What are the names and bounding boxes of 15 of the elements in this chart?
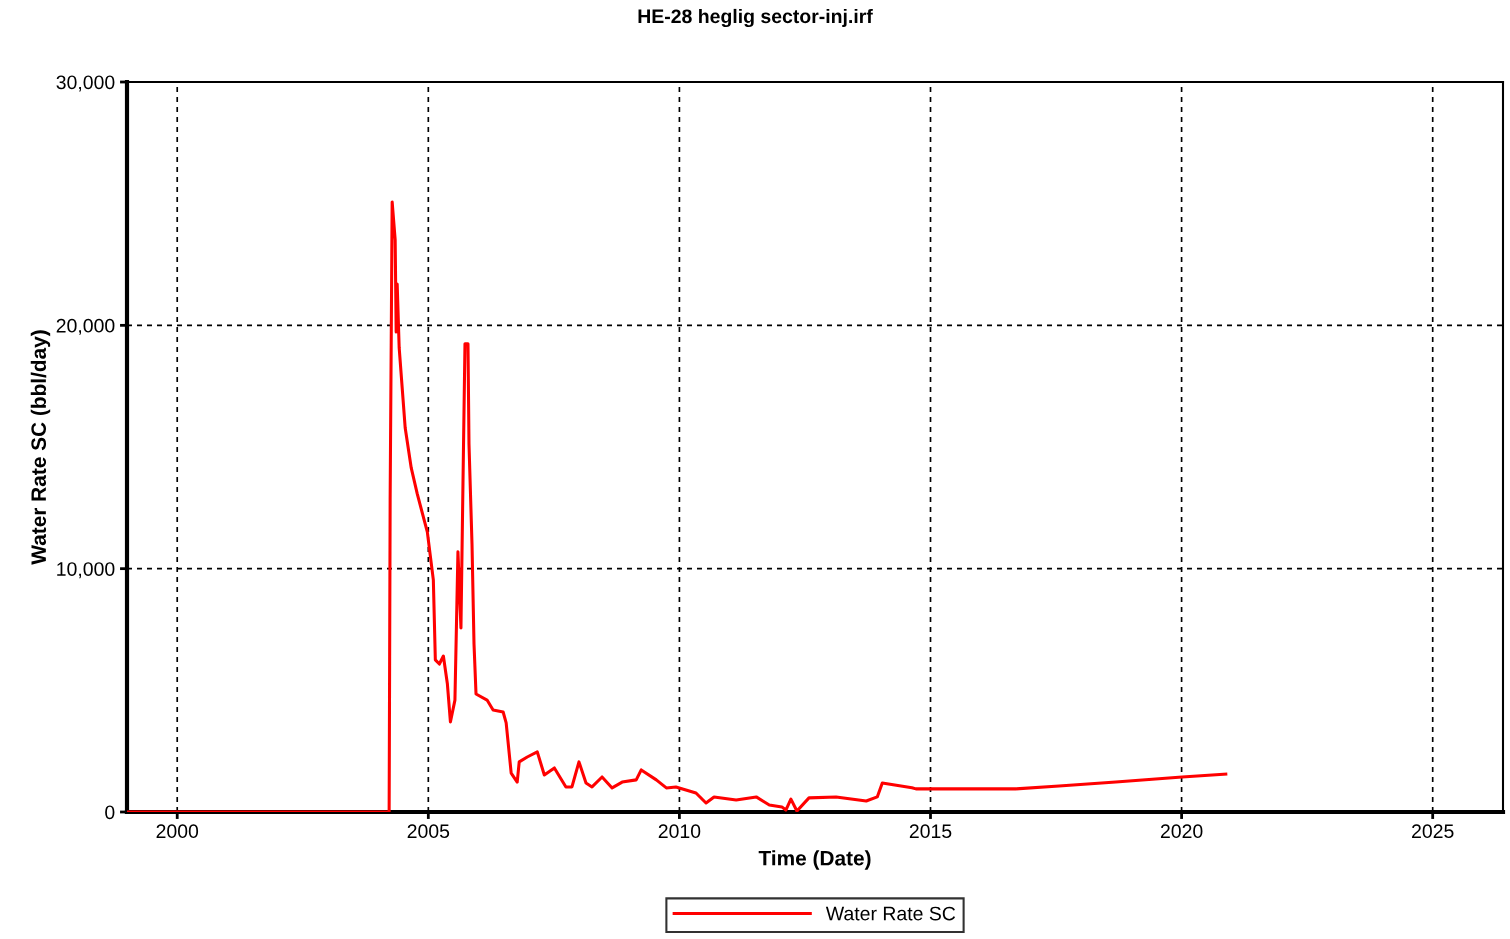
chart-title: HE-28 heglig sector-inj.irf bbox=[638, 8, 873, 28]
x-axis-title: Time (Date) bbox=[758, 850, 871, 870]
x-tick-label: 2010 bbox=[658, 824, 701, 839]
x-tick-label: 2025 bbox=[1412, 824, 1454, 839]
x-tick-label: 2015 bbox=[909, 824, 952, 839]
text: Water Rate SC bbox=[825, 906, 956, 921]
y-tick-label: 30,000 bbox=[56, 75, 115, 92]
y-tick-label: 0 bbox=[105, 805, 115, 820]
x-tick-label: 2020 bbox=[1160, 824, 1203, 839]
y-tick-label: 10,000 bbox=[57, 562, 115, 579]
y-axis-title: Water Rate SC (bbl/day) bbox=[30, 330, 51, 565]
y-tick-label: 20,000 bbox=[56, 318, 115, 335]
line-series bbox=[127, 200, 1228, 812]
x-tick-label: 2005 bbox=[407, 824, 450, 839]
x-tick-label: 2000 bbox=[156, 824, 199, 839]
